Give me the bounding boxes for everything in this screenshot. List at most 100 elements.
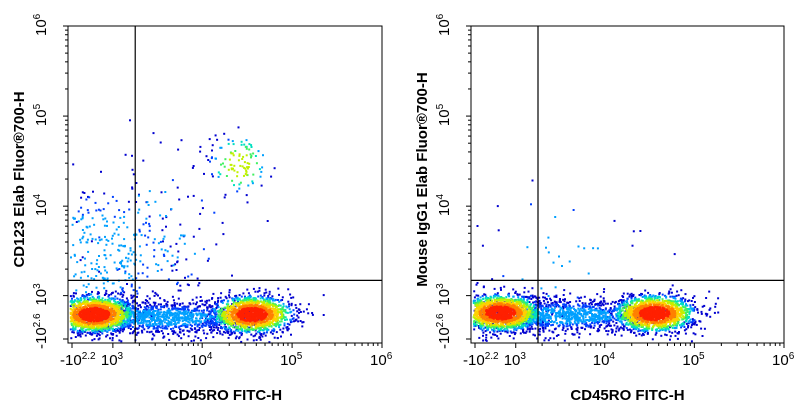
event-dot (167, 333, 170, 335)
event-dot (187, 284, 190, 287)
event-dot (242, 155, 245, 158)
event-dot (608, 322, 611, 325)
event-dot (103, 323, 105, 326)
event-dot (197, 284, 200, 287)
event-dot (528, 296, 531, 299)
event-dot (156, 327, 159, 330)
event-dot (120, 320, 123, 323)
event-dot (121, 307, 124, 310)
event-dot (149, 312, 152, 315)
event-dot (177, 315, 180, 318)
event-dot (101, 320, 104, 323)
event-dot (224, 158, 227, 161)
event-dot (658, 293, 661, 295)
event-dot (266, 309, 269, 312)
event-dot (111, 242, 114, 245)
event-dot (220, 309, 223, 312)
event-dot (175, 309, 178, 312)
event-dot (78, 306, 81, 309)
event-dot (255, 307, 258, 310)
event-dot (120, 244, 123, 247)
event-dot (551, 313, 554, 316)
event-dot (223, 299, 225, 302)
event-dot (133, 316, 136, 319)
event-dot (268, 320, 271, 323)
event-dot (207, 159, 210, 161)
event-dot (238, 153, 241, 156)
event-dot (476, 282, 479, 284)
event-dot (116, 315, 119, 318)
event-dot (72, 292, 75, 295)
event-dot (265, 331, 268, 334)
event-dot (84, 311, 87, 314)
event-dot (153, 255, 156, 258)
event-dot (127, 317, 130, 320)
event-dot (153, 334, 156, 337)
event-dot (113, 302, 116, 305)
event-dot (211, 149, 213, 152)
event-dot (589, 326, 592, 329)
event-dot (128, 314, 130, 317)
event-dot (231, 313, 234, 316)
event-dot (249, 304, 252, 307)
event-dot (117, 327, 120, 330)
event-dot (221, 318, 224, 321)
event-dot (173, 302, 176, 304)
event-dot (80, 218, 83, 221)
event-dot (215, 321, 217, 324)
event-dot (214, 315, 217, 318)
event-dot (268, 293, 271, 296)
event-dot (121, 290, 124, 293)
event-dot (713, 311, 716, 314)
event-dot (72, 326, 75, 329)
event-dot (254, 328, 257, 331)
event-dot (284, 310, 287, 313)
event-dot (703, 304, 706, 307)
event-dot (609, 307, 612, 309)
event-dot (209, 329, 212, 331)
event-dot (201, 303, 204, 306)
event-dot (215, 326, 218, 329)
event-dot (677, 332, 680, 335)
event-dot (71, 301, 74, 304)
event-dot (148, 331, 151, 334)
event-dot (283, 322, 286, 325)
event-dot (83, 309, 86, 311)
event-dot (234, 313, 237, 316)
event-dot (714, 302, 717, 305)
event-dot (195, 317, 198, 320)
event-dot (230, 168, 233, 171)
event-dot (148, 316, 151, 319)
event-dot (206, 313, 209, 316)
event-dot (106, 271, 108, 274)
event-dot (201, 313, 204, 316)
event-dot (175, 314, 178, 317)
event-dot (97, 318, 100, 321)
event-dot (248, 162, 251, 165)
event-dot (138, 304, 141, 307)
event-dot (118, 306, 121, 309)
event-dot (259, 316, 262, 319)
event-dot (272, 330, 275, 333)
event-dot (266, 305, 269, 308)
event-dot (194, 321, 197, 324)
event-dot (260, 325, 263, 327)
event-dot (73, 303, 76, 306)
event-dot (107, 239, 110, 242)
event-dot (500, 288, 502, 291)
event-dot (273, 324, 276, 327)
event-dot (200, 316, 203, 319)
event-dot (243, 166, 246, 169)
event-dot (293, 320, 295, 323)
event-dot (90, 324, 93, 326)
event-dot (153, 304, 156, 307)
event-dot (248, 302, 250, 305)
event-dot (87, 309, 89, 312)
event-dot (232, 326, 235, 329)
event-dot (282, 305, 285, 308)
event-dot (258, 289, 261, 292)
event-dot (98, 302, 101, 304)
event-dot (81, 215, 84, 218)
event-dot (260, 312, 263, 314)
